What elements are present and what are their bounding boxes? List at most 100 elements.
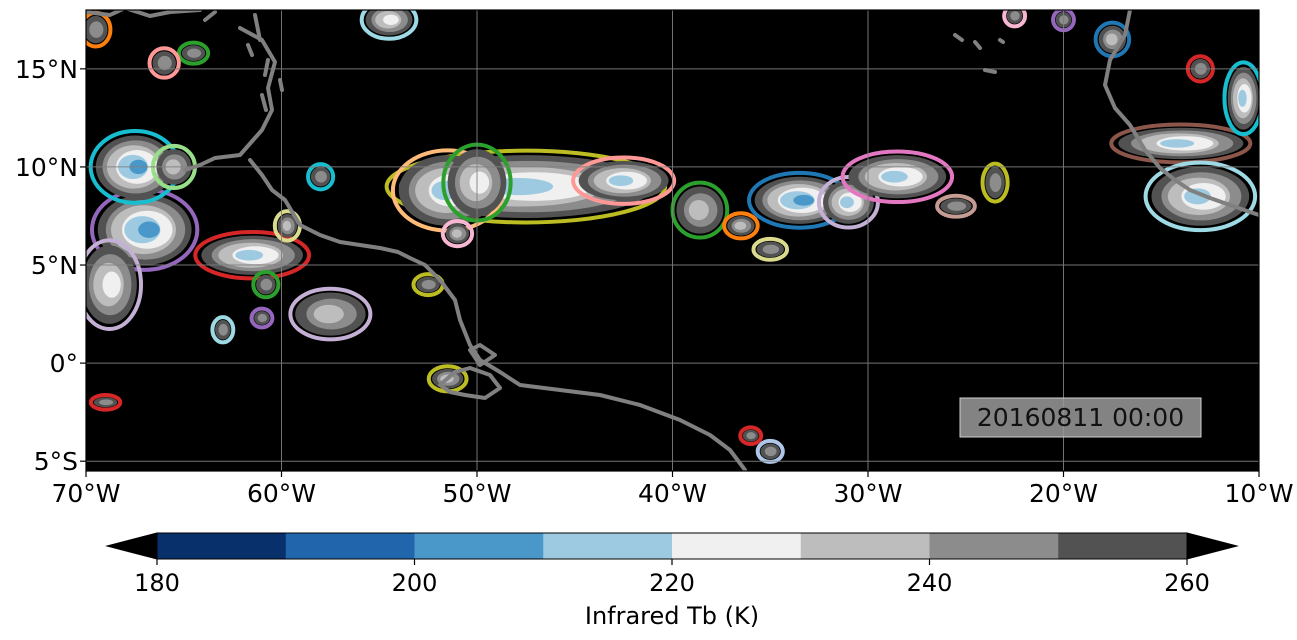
- tb-contour: [218, 323, 228, 336]
- lon-tick-label: 50°W: [442, 479, 511, 508]
- tb-contour: [282, 220, 292, 231]
- tb-contour: [187, 48, 202, 58]
- tb-contour: [138, 221, 160, 238]
- gridlines: [86, 10, 1259, 471]
- lat-tick-label: 0°: [50, 349, 78, 378]
- tb-contour: [881, 170, 908, 183]
- longitude-labels: 70°W 60°W 50°W 40°W 30°W 20°W 10°W: [51, 479, 1293, 508]
- tb-contour: [1160, 139, 1195, 148]
- tb-contour: [102, 271, 121, 298]
- storm-outline: [86, 238, 144, 331]
- tb-contour: [260, 278, 273, 291]
- tb-contour: [734, 221, 747, 230]
- tb-contour: [764, 446, 777, 457]
- storm-outline: [751, 236, 790, 262]
- storm-system: [150, 143, 197, 191]
- storm-system: [440, 219, 475, 249]
- tb-contour: [840, 196, 854, 209]
- colorbar-tick-label: 200: [392, 569, 438, 597]
- storm-system: [359, 10, 419, 41]
- tb-contour: [1105, 33, 1118, 46]
- storm-system: [840, 149, 955, 205]
- tb-contour: [469, 171, 490, 194]
- colorbar-bin: [1058, 533, 1188, 559]
- storm-outline: [722, 211, 760, 241]
- tb-contour: [157, 55, 172, 71]
- coastline-west-africa: [1103, 10, 1259, 217]
- storm-outline: [88, 393, 123, 412]
- colorbar: 180 200 220 240 260 Infrared Tb (K): [105, 532, 1239, 630]
- tb-contour: [688, 200, 709, 221]
- storm-outline: [147, 46, 181, 80]
- storm-system: [755, 438, 785, 464]
- colorbar-bin: [543, 533, 673, 559]
- colorbar-bin: [800, 533, 930, 559]
- timestamp-box: 20160811 00:00: [959, 397, 1202, 438]
- lon-tick-label: 60°W: [247, 479, 316, 508]
- storm-outline: [738, 425, 764, 447]
- storm-system: [210, 315, 236, 345]
- tb-contour: [989, 173, 1002, 193]
- storm-system: [751, 236, 790, 262]
- colorbar-extend-low: [105, 532, 158, 560]
- storm-outline: [210, 315, 236, 345]
- map-panel: 70°W 60°W 50°W 40°W 30°W 20°W 10°W 5°S 0° 5°N 10°…: [15, 9, 1294, 508]
- lon-tick-label: 70°W: [51, 479, 120, 508]
- map-content: [86, 10, 1259, 471]
- timestamp-label: 20160811 00:00: [977, 403, 1184, 432]
- storm-system: [251, 270, 281, 300]
- coastlines: [86, 10, 1259, 471]
- storm-outline: [755, 438, 785, 464]
- storm-system: [411, 272, 445, 298]
- storm-system: [571, 155, 677, 206]
- storm-system: [1222, 60, 1259, 137]
- storm-system: [738, 425, 764, 447]
- tb-contour: [793, 194, 815, 206]
- colorbar-title: Infrared Tb (K): [585, 602, 759, 630]
- tb-contour: [746, 432, 756, 440]
- storm-outline: [1143, 160, 1258, 233]
- colorbar-tick-label: 220: [649, 569, 695, 597]
- tb-contour: [762, 244, 780, 255]
- coastline-caribbean: [86, 10, 747, 471]
- colorbar-bin: [672, 533, 802, 559]
- storm-outline: [1109, 122, 1253, 165]
- coastline-lesser-antilles: [246, 13, 284, 112]
- tb-contour: [608, 175, 634, 187]
- storm-outline: [306, 162, 336, 192]
- storm-system: [288, 286, 373, 342]
- tb-contour: [451, 229, 462, 238]
- colorbar-bin: [929, 533, 1059, 559]
- colorbar-extend-high: [1186, 532, 1239, 560]
- tb-contour: [1238, 89, 1247, 107]
- colorbar-bins: [157, 533, 1188, 559]
- tb-contour: [383, 14, 399, 26]
- lat-tick-label: 15°N: [15, 55, 78, 84]
- storm-system: [147, 46, 181, 80]
- storm-system: [306, 162, 336, 192]
- colorbar-bin: [285, 533, 415, 559]
- storm-system: [1002, 10, 1028, 29]
- storm-outline: [288, 286, 373, 342]
- colorbar-bin: [157, 533, 287, 559]
- timestamp-background: [959, 397, 1202, 438]
- storm-outline: [440, 219, 475, 249]
- storm-system: [86, 238, 144, 331]
- storm-outline: [251, 270, 281, 300]
- colorbar-tick-label: 180: [134, 569, 180, 597]
- tb-contour: [313, 304, 344, 324]
- storm-outline: [840, 149, 955, 205]
- storm-outline: [176, 40, 211, 66]
- tb-contour: [89, 21, 104, 38]
- storm-system: [722, 211, 760, 241]
- colorbar-bin: [414, 533, 544, 559]
- storm-system: [176, 40, 211, 66]
- storm-system: [1109, 122, 1253, 165]
- storm-system: [249, 306, 275, 330]
- tb-contour: [235, 249, 264, 261]
- lat-tick-label: 5°N: [31, 251, 78, 280]
- coastline-cape-verde-islands: [953, 33, 1005, 74]
- colorbar-tick-label: 240: [907, 569, 953, 597]
- storm-outline: [359, 10, 419, 41]
